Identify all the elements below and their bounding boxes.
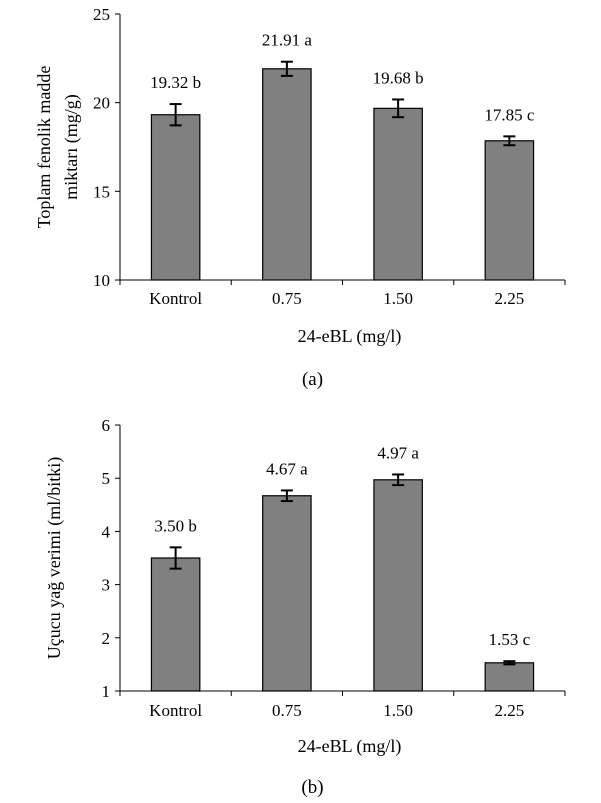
chart2-bar bbox=[484, 662, 535, 692]
chart2-bar bbox=[262, 495, 312, 692]
chart1-y-tick-label: 10 bbox=[93, 271, 110, 290]
chart2-data-label: 4.97 a bbox=[377, 443, 419, 462]
chart1-y-tick-label: 20 bbox=[93, 94, 110, 113]
chart1-data-label: 21.91 a bbox=[262, 31, 313, 50]
chart1-y-tick-label: 25 bbox=[93, 5, 110, 24]
chart2-x-tick-label: 1.50 bbox=[383, 701, 413, 720]
chart1-panel-label: (a) bbox=[302, 369, 323, 390]
chart2-bar bbox=[373, 479, 423, 692]
chart2-x-tick-label: Kontrol bbox=[149, 701, 202, 720]
chart1-bar bbox=[484, 140, 535, 281]
chart2-x-axis-title: 24-eBL (mg/l) bbox=[298, 736, 402, 757]
chart1-data-label: 17.85 c bbox=[484, 105, 535, 124]
chart1-data-label: 19.32 b bbox=[150, 73, 201, 92]
chart1-x-axis-title: 24-eBL (mg/l) bbox=[298, 326, 402, 347]
chart2-y-tick-label: 3 bbox=[102, 576, 111, 595]
chart1-bar bbox=[262, 68, 312, 281]
chart2-data-label: 4.67 a bbox=[266, 459, 308, 478]
chart2-y-axis-title-line: Uçucu yağ verimi (ml/bitki) bbox=[44, 457, 65, 659]
chart2-bar bbox=[150, 557, 201, 692]
chart2-y-tick-label: 4 bbox=[102, 522, 111, 541]
chart1-y-axis-title-line: miktarı (mg/g) bbox=[61, 94, 82, 199]
chart1-y-tick-label: 15 bbox=[93, 182, 110, 201]
chart2-x-tick-label: 2.25 bbox=[495, 701, 525, 720]
chart2-data-label: 1.53 c bbox=[489, 630, 531, 649]
chart1-x-tick-label: 0.75 bbox=[272, 289, 302, 308]
chart2-x-tick-label: 0.75 bbox=[272, 701, 302, 720]
chart2-panel-label: (b) bbox=[301, 777, 323, 798]
chart1-x-tick-label: 2.25 bbox=[495, 289, 525, 308]
chart2-y-tick-label: 6 bbox=[102, 416, 111, 435]
chart1-bar bbox=[373, 107, 423, 281]
chart2-y-tick-label: 1 bbox=[102, 682, 111, 701]
chart1-bar bbox=[150, 114, 201, 281]
chart1-x-tick-label: 1.50 bbox=[383, 289, 413, 308]
chart1-data-label: 19.68 b bbox=[373, 68, 424, 87]
chart2-y-tick-label: 2 bbox=[102, 629, 111, 648]
chart2-data-label: 3.50 b bbox=[154, 516, 197, 535]
chart1-y-axis-title-line: Toplam fenolik madde bbox=[34, 66, 54, 229]
chart1-x-tick-label: Kontrol bbox=[149, 289, 202, 308]
chart1-y-axis-title: Toplam fenolik madde miktarı (mg/g) bbox=[34, 66, 82, 229]
chart2-y-axis-title: Uçucu yağ verimi (ml/bitki) bbox=[44, 457, 65, 659]
chart2-y-tick-label: 5 bbox=[102, 469, 111, 488]
